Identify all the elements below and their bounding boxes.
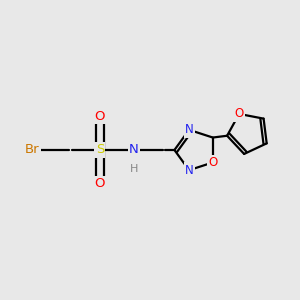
Text: N: N — [129, 143, 139, 157]
Text: H: H — [130, 164, 138, 174]
Text: O: O — [208, 156, 218, 169]
Text: O: O — [95, 110, 105, 123]
Text: S: S — [96, 143, 104, 157]
Text: N: N — [185, 164, 194, 177]
Text: O: O — [95, 177, 105, 190]
Text: N: N — [185, 123, 194, 136]
Text: O: O — [235, 107, 244, 120]
Text: Br: Br — [25, 143, 40, 157]
